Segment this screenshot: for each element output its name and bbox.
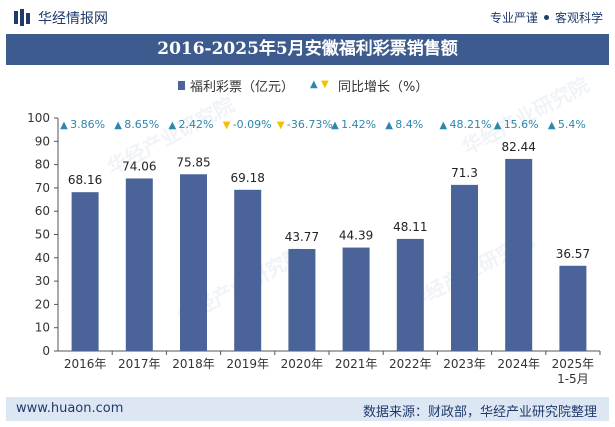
growth-label: 48.21%	[450, 118, 492, 131]
data-label: 44.39	[339, 229, 373, 243]
growth-up-icon: ▲	[114, 120, 122, 131]
y-tick-label: 40	[35, 251, 50, 265]
growth-up-icon: ▲	[494, 120, 502, 131]
x-tick-label: 1-5月	[557, 372, 589, 386]
growth-down-icon: ▼	[277, 120, 285, 131]
growth-label: 1.42%	[341, 118, 376, 131]
growth-up-icon: ▲	[60, 120, 68, 131]
growth-label: -36.73%	[287, 118, 333, 131]
footer-url[interactable]: www.huaon.com	[16, 401, 124, 416]
x-tick-label: 2022年	[389, 357, 432, 371]
bar	[71, 192, 99, 351]
legend-item-growth: ▲ ▼ 同比增长（%）	[310, 76, 429, 95]
growth-up-icon: ▲	[331, 120, 339, 131]
dot-separator	[543, 15, 549, 20]
y-tick-label: 60	[35, 204, 50, 218]
brand-name: 华经情报网	[38, 11, 108, 27]
growth-label: 15.6%	[504, 118, 539, 131]
legend-growth-label: 同比增长（%）	[338, 80, 429, 95]
y-tick-label: 70	[35, 181, 50, 195]
growth-label: -0.09%	[233, 118, 272, 131]
y-tick-label: 100	[27, 111, 50, 125]
x-tick-label: 2024年	[497, 357, 540, 371]
y-tick-label: 30	[35, 274, 50, 288]
growth-label: 8.4%	[395, 118, 423, 131]
data-label: 43.77	[285, 230, 319, 244]
legend-bar-swatch	[178, 81, 185, 90]
x-tick-label: 2021年	[335, 357, 378, 371]
legend-up-icon: ▲	[310, 79, 318, 90]
top-bar: 华经情报网 专业严谨 客观科学	[0, 0, 615, 34]
growth-up-icon: ▲	[548, 120, 556, 131]
slogan-right: 客观科学	[554, 11, 603, 25]
growth-down-icon: ▼	[223, 120, 231, 131]
x-tick-label: 2025年	[552, 357, 595, 371]
bar	[342, 247, 370, 351]
y-tick-label: 50	[35, 228, 50, 242]
legend-item-bar: 福利彩票（亿元）	[178, 76, 295, 95]
bar	[559, 265, 587, 351]
legend-down-icon: ▼	[321, 79, 329, 90]
data-label: 74.06	[122, 159, 156, 173]
growth-up-icon: ▲	[440, 120, 448, 131]
y-tick-label: 80	[35, 158, 50, 172]
x-tick-label: 2017年	[118, 357, 161, 371]
footer-source: 数据来源：财政部，华经产业研究院整理	[362, 405, 597, 420]
y-tick-label: 20	[35, 297, 50, 311]
data-label: 82.44	[502, 140, 536, 154]
x-tick-label: 2016年	[64, 357, 107, 371]
bar	[288, 249, 316, 351]
data-label: 48.11	[393, 220, 427, 234]
data-label: 68.16	[68, 173, 102, 187]
growth-label: 2.42%	[179, 118, 214, 131]
data-label: 75.85	[176, 155, 210, 169]
growth-label: 5.4%	[558, 118, 586, 131]
footer: www.huaon.com 数据来源：财政部，华经产业研究院整理	[6, 397, 609, 421]
chart-title: 2016-2025年5月安徽福利彩票销售额	[6, 34, 609, 65]
slogan-left: 专业严谨	[489, 11, 538, 25]
growth-up-icon: ▲	[169, 120, 177, 131]
growth-label: 8.65%	[124, 118, 159, 131]
bar	[396, 238, 424, 351]
legend-bar-label: 福利彩票（亿元）	[190, 80, 295, 95]
bar	[451, 184, 478, 351]
legend: 福利彩票（亿元） ▲ ▼ 同比增长（%）	[0, 76, 615, 95]
bar	[505, 158, 533, 351]
x-tick-label: 2019年	[226, 357, 269, 371]
growth-up-icon: ▲	[385, 120, 393, 131]
y-tick-label: 0	[42, 344, 50, 358]
slogan: 专业严谨 客观科学	[490, 9, 603, 26]
data-label: 36.57	[556, 247, 590, 261]
bar	[234, 189, 262, 351]
x-tick-label: 2020年	[281, 357, 324, 371]
y-tick-label: 90	[35, 134, 50, 148]
logo-icon	[14, 9, 30, 26]
bar	[125, 178, 153, 351]
growth-label: 3.86%	[70, 118, 105, 131]
y-tick-label: 10	[35, 321, 50, 335]
data-label: 69.18	[231, 171, 265, 185]
bar	[180, 174, 207, 351]
x-tick-label: 2023年	[443, 357, 486, 371]
data-label: 71.3	[451, 166, 478, 180]
x-tick-label: 2018年	[172, 357, 215, 371]
